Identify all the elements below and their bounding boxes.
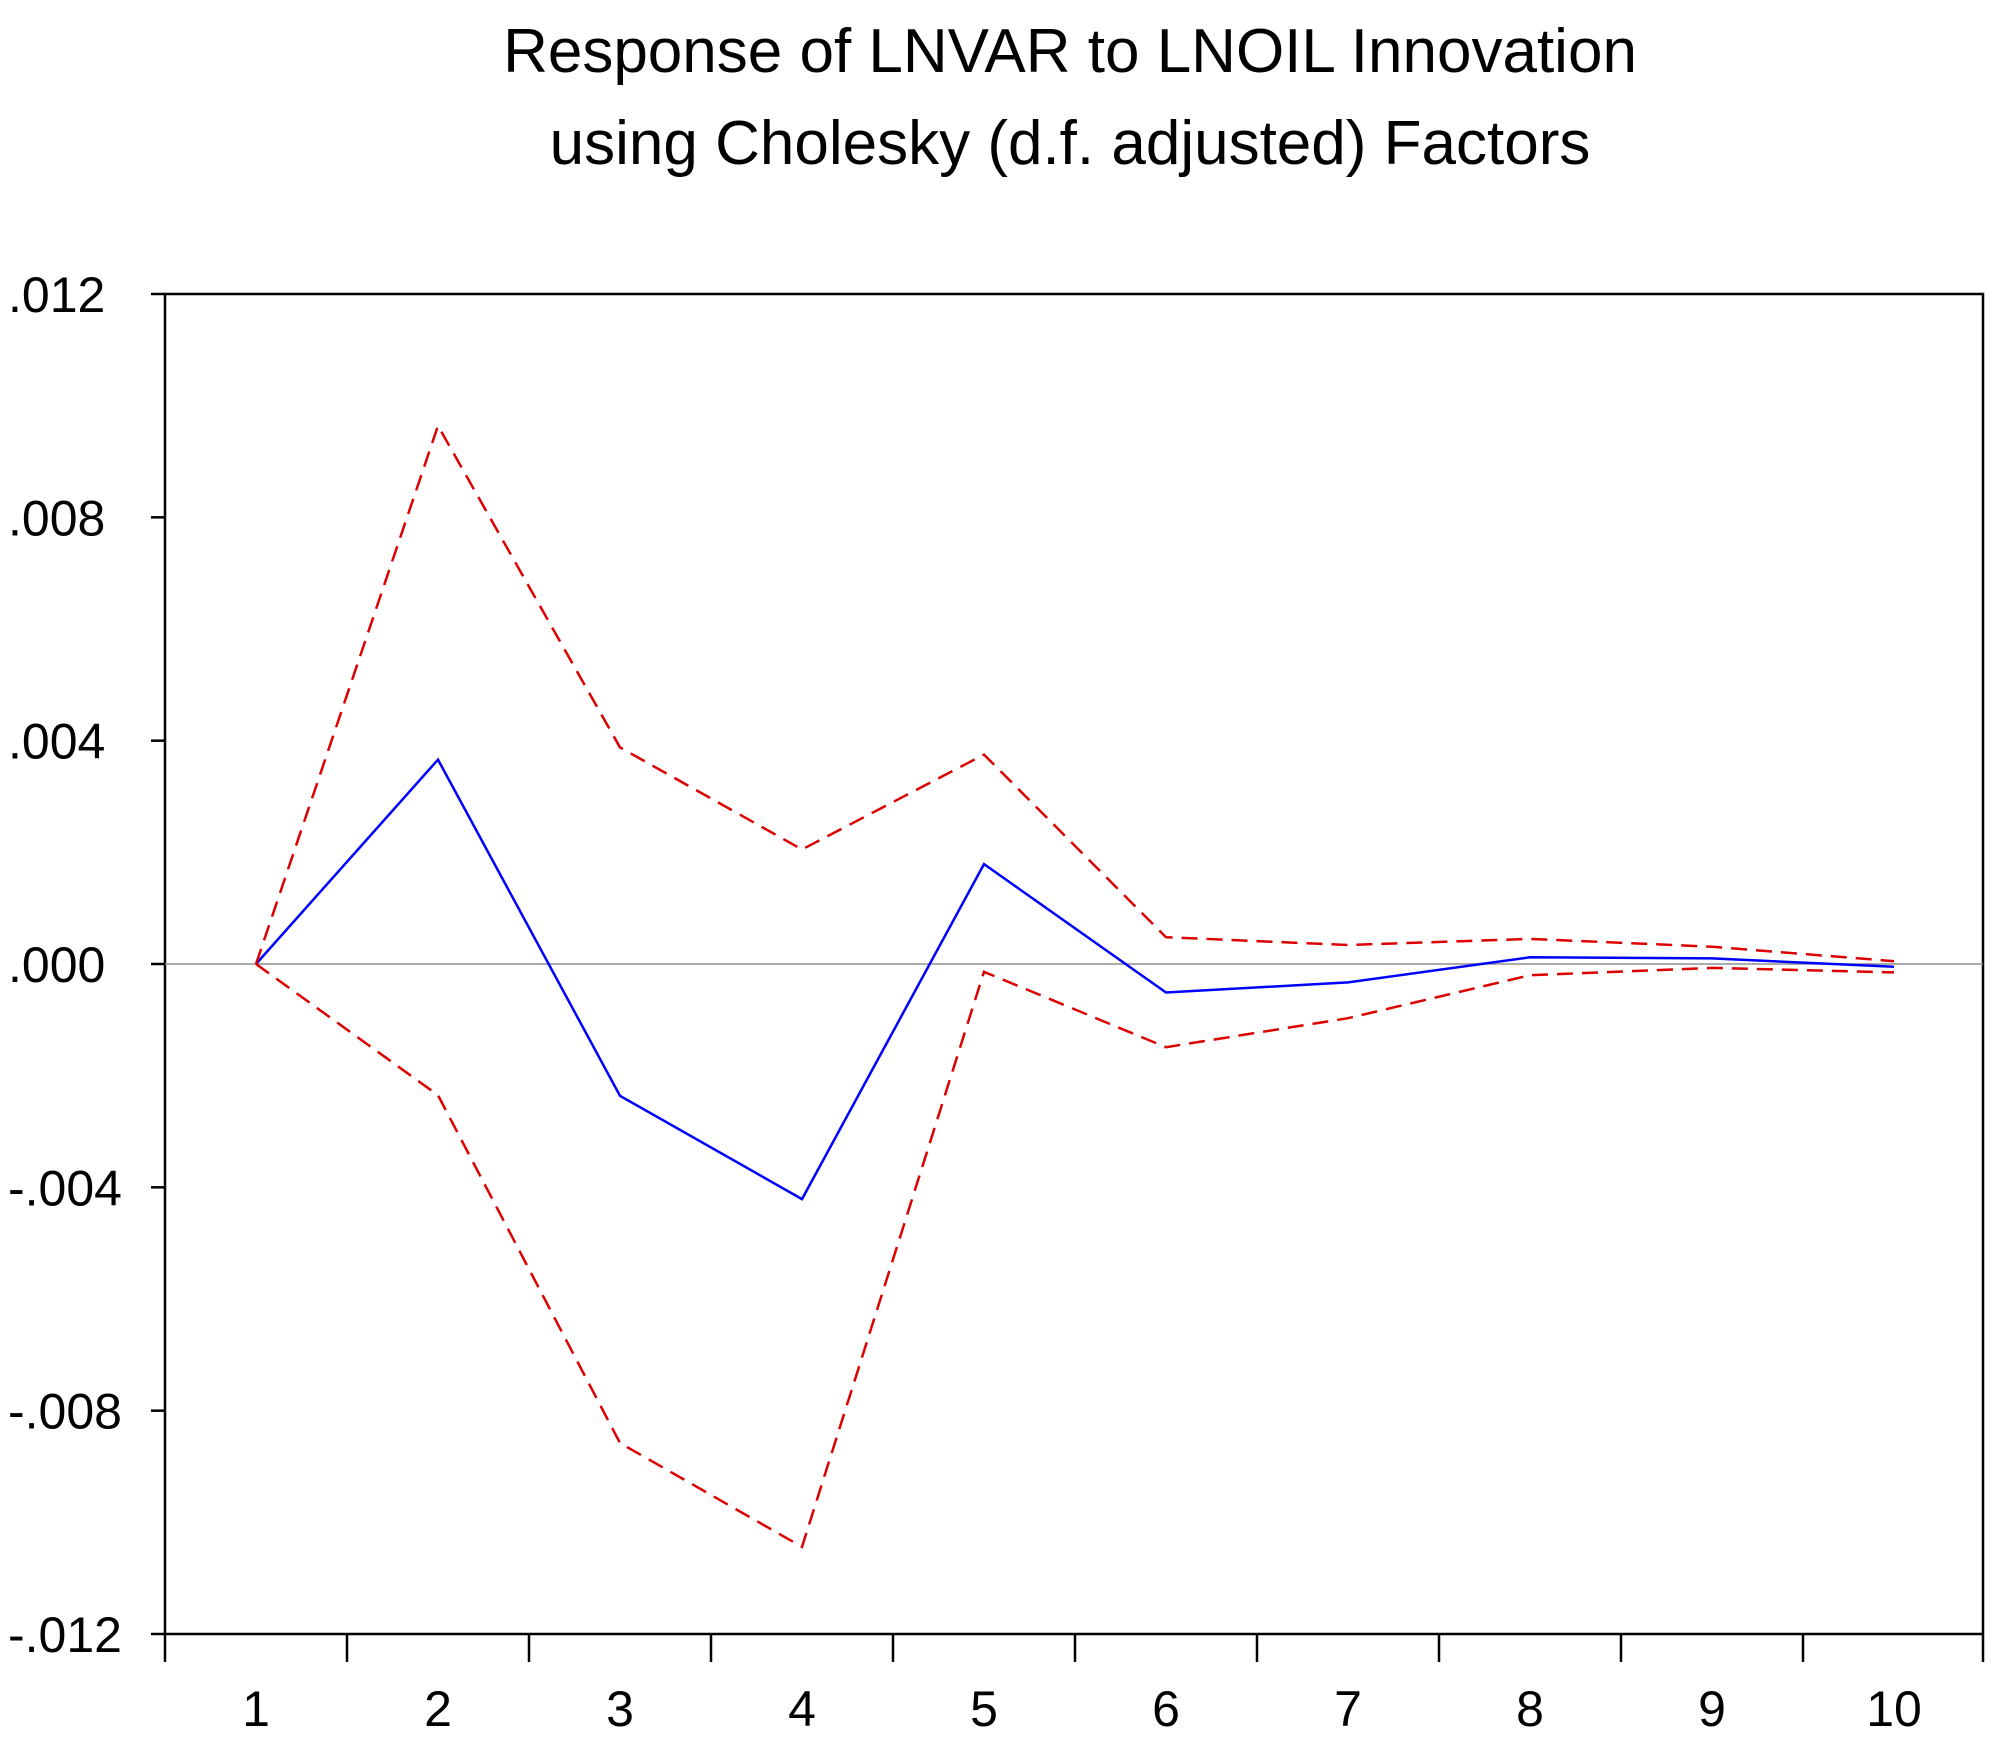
y-tick-label: .004 [8, 714, 105, 770]
chart-title-line-2: using Cholesky (d.f. adjusted) Factors [550, 109, 1591, 178]
plot-area: .012 .008 .004 .000 -.004 -.008 -.012 1 2 3 4 5 6 7 8 9… [8, 267, 1985, 1737]
x-tick-label: 3 [606, 1681, 634, 1737]
x-tick-label: 9 [1698, 1681, 1726, 1737]
y-tick-label: .008 [8, 490, 105, 546]
y-tick-label: -.004 [8, 1160, 122, 1216]
series-line-3 [255, 962, 1895, 1549]
x-tick-label: 5 [970, 1681, 998, 1737]
y-tick-label: -.012 [8, 1607, 122, 1663]
y-tick-label: -.008 [8, 1384, 122, 1440]
x-tick-label: 2 [424, 1681, 452, 1737]
x-tick-label: 1 [242, 1681, 270, 1737]
x-tick-label: 7 [1334, 1681, 1362, 1737]
series-line-1 [255, 757, 1895, 1201]
chart-title-line-1: Response of LNVAR to LNOIL Innovation [503, 17, 1637, 86]
x-tick-label: 6 [1152, 1681, 1180, 1737]
x-tick-label: 8 [1516, 1681, 1544, 1737]
y-tick-label: .000 [8, 937, 105, 993]
series-line-2 [254, 422, 1895, 965]
x-tick-label: 10 [1866, 1681, 1922, 1737]
y-tick-label: .012 [8, 267, 105, 323]
x-tick-label: 4 [788, 1681, 816, 1737]
